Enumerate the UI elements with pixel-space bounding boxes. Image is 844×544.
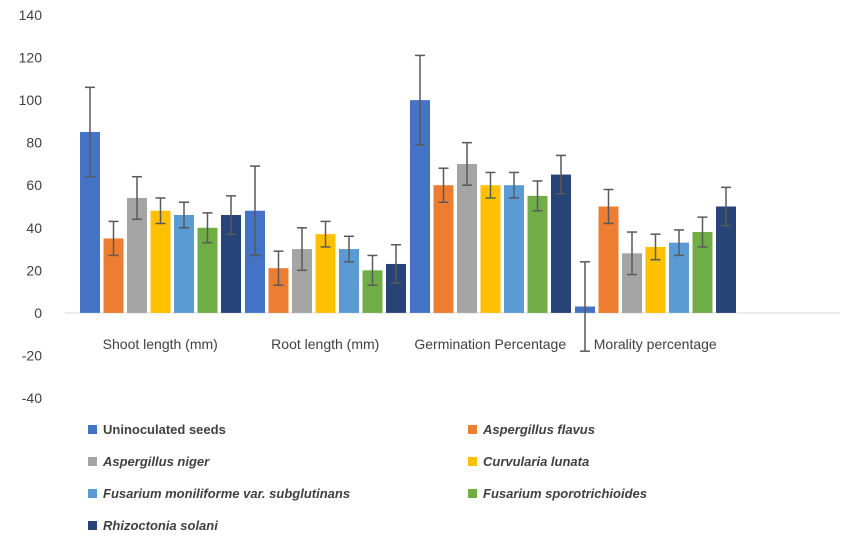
bar — [645, 246, 666, 313]
bar — [174, 215, 194, 313]
bar — [221, 215, 241, 313]
y-tick-label: 80 — [26, 135, 42, 151]
bar — [386, 263, 406, 313]
y-tick-label: 60 — [26, 177, 42, 193]
bar — [127, 197, 147, 313]
bar — [410, 100, 430, 313]
bar — [716, 206, 736, 313]
y-tick-label: 100 — [19, 92, 43, 108]
bar — [150, 210, 171, 313]
y-tick-label: -40 — [22, 390, 42, 406]
category-label: Shoot length (mm) — [103, 336, 218, 352]
bar — [292, 249, 312, 313]
bar — [669, 242, 689, 313]
bar — [315, 234, 336, 313]
bar — [268, 268, 289, 313]
bar — [692, 232, 713, 313]
bar — [527, 195, 548, 313]
y-tick-label: -20 — [22, 347, 42, 363]
category-label: Germination Percentage — [414, 336, 566, 352]
bar — [457, 163, 477, 313]
category-label: Root length (mm) — [271, 336, 379, 352]
y-tick-label: 140 — [19, 7, 43, 23]
bar — [480, 185, 501, 313]
bar — [362, 270, 383, 313]
category-label: Morality percentage — [594, 336, 717, 352]
bar — [197, 227, 218, 313]
y-tick-label: 40 — [26, 220, 42, 236]
bar — [433, 185, 454, 313]
bar — [103, 238, 124, 313]
bar — [551, 174, 571, 313]
bar — [504, 185, 524, 313]
bar — [339, 249, 359, 313]
bar — [622, 253, 642, 313]
y-tick-label: 120 — [19, 50, 43, 66]
y-tick-label: 20 — [26, 262, 42, 278]
bar — [598, 206, 619, 313]
bar — [245, 210, 265, 313]
y-tick-label: 0 — [34, 305, 42, 321]
